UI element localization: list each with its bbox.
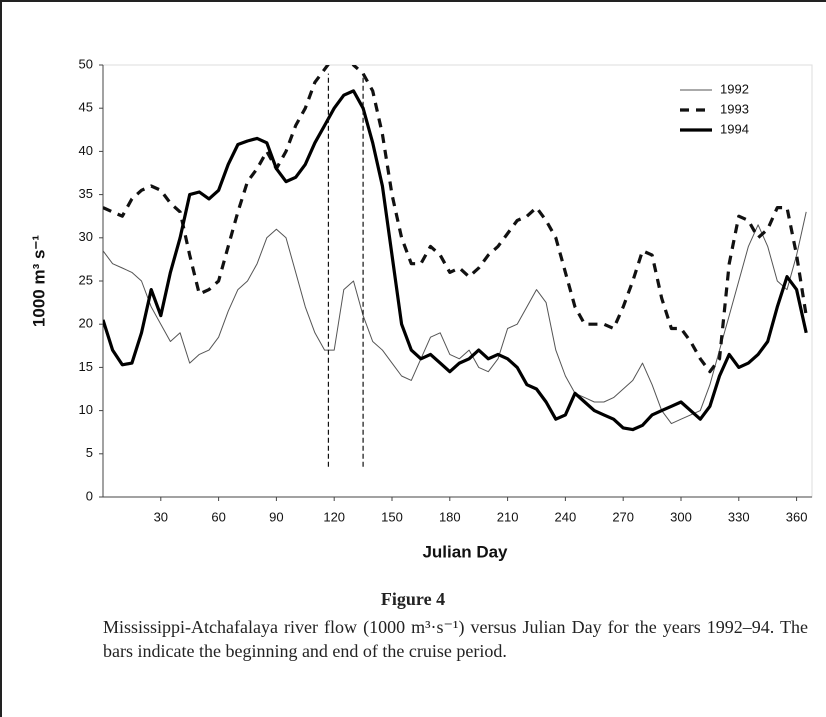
legend-label: 1994	[720, 121, 749, 136]
y-tick-label: 30	[79, 229, 93, 244]
series-line	[103, 211, 807, 425]
x-tick-label: 330	[728, 509, 750, 524]
x-tick-label: 30	[154, 509, 168, 524]
y-tick-label: 45	[79, 100, 93, 115]
legend-label: 1993	[720, 101, 749, 116]
y-tick-label: 20	[79, 316, 93, 331]
x-tick-label: 240	[555, 509, 577, 524]
x-tick-label: 270	[612, 509, 634, 524]
y-axis-label: 1000 m³ s⁻¹	[29, 235, 48, 327]
x-tick-label: 360	[786, 509, 808, 524]
x-tick-label: 210	[497, 509, 519, 524]
y-tick-label: 35	[79, 186, 93, 201]
y-tick-label: 0	[86, 488, 93, 503]
x-tick-label: 60	[211, 509, 225, 524]
series-line	[103, 65, 808, 374]
legend-label: 1992	[720, 81, 749, 96]
caption: Mississippi-Atchafalaya river flow (1000…	[103, 617, 808, 661]
y-tick-label: 10	[79, 402, 93, 417]
x-tick-label: 90	[269, 509, 283, 524]
x-tick-label: 120	[323, 509, 345, 524]
figure-label: Figure 4	[380, 589, 446, 609]
y-tick-label: 50	[79, 56, 93, 71]
y-tick-label: 25	[79, 272, 93, 287]
x-axis-label: Julian Day	[422, 542, 508, 561]
y-tick-label: 40	[79, 143, 93, 158]
series-line	[103, 89, 808, 432]
plot-lines	[103, 65, 808, 432]
x-tick-label: 180	[439, 509, 461, 524]
x-tick-label: 300	[670, 509, 692, 524]
y-tick-label: 5	[86, 445, 93, 460]
y-tick-label: 15	[79, 359, 93, 374]
x-tick-label: 150	[381, 509, 403, 524]
